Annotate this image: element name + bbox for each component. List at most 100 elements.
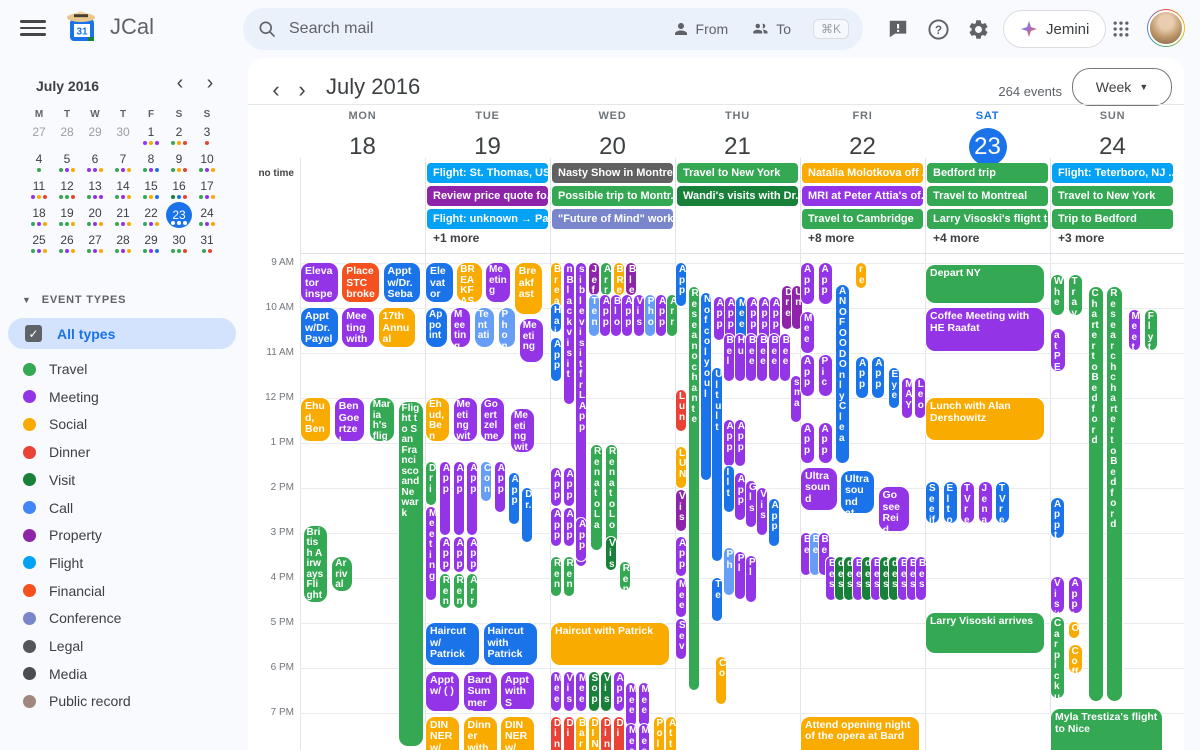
event[interactable]: Ten bbox=[588, 294, 599, 336]
event[interactable]: App bbox=[676, 263, 686, 306]
sidebar-item-conference[interactable]: Conference bbox=[0, 605, 248, 631]
event[interactable]: Dre bbox=[782, 285, 793, 329]
event[interactable]: Coffee Meeting with HE Raafat bbox=[926, 308, 1044, 351]
event[interactable]: Mee bbox=[551, 671, 561, 711]
day-header-tue[interactable]: TUE 19 bbox=[425, 110, 550, 166]
event[interactable]: MAY bbox=[902, 377, 913, 418]
event[interactable]: App bbox=[801, 355, 814, 396]
event[interactable]: Mee bbox=[626, 683, 636, 726]
minical-day[interactable]: 31 bbox=[193, 232, 221, 259]
event[interactable]: Haircut w/ Patrick bbox=[426, 623, 479, 666]
event[interactable]: Be bbox=[801, 533, 811, 576]
event[interactable]: App bbox=[723, 419, 734, 466]
event[interactable]: Arr bbox=[667, 294, 678, 336]
allday-event[interactable]: Travel to New York bbox=[677, 163, 798, 183]
allday-event[interactable]: Travel to Montreal bbox=[927, 186, 1048, 206]
event[interactable]: Arr bbox=[601, 263, 611, 295]
event[interactable]: Ren bbox=[551, 557, 561, 597]
sidebar-item-public-record[interactable]: Public record bbox=[0, 688, 248, 714]
minical-day[interactable]: 29 bbox=[137, 232, 165, 259]
event[interactable]: n Black visit bbox=[563, 263, 574, 404]
event[interactable]: Ult ult bbox=[712, 368, 723, 561]
event[interactable]: Appt bbox=[1051, 497, 1064, 538]
event[interactable]: Arr bbox=[467, 574, 478, 608]
allday-event[interactable]: Nasty Show in Montre... bbox=[552, 163, 673, 183]
day-header-wed[interactable]: WED 20 bbox=[550, 110, 675, 166]
show-more-link[interactable]: +1 more bbox=[433, 231, 480, 245]
event[interactable]: App bbox=[439, 536, 450, 573]
event[interactable]: Bes bbox=[916, 557, 926, 600]
event[interactable]: Sev bbox=[676, 619, 686, 659]
event[interactable]: App bbox=[563, 508, 574, 546]
event[interactable]: Haircut with Patrick bbox=[483, 623, 537, 666]
event[interactable]: Pol bbox=[653, 716, 664, 750]
event[interactable]: Larry Visoski arrives bbox=[926, 613, 1044, 654]
show-more-link[interactable]: +8 more bbox=[808, 231, 855, 245]
sidebar-item-social[interactable]: Social bbox=[0, 411, 248, 437]
minical-day[interactable]: 22 bbox=[137, 205, 165, 232]
minical-day[interactable]: 29 bbox=[88, 125, 102, 139]
event[interactable]: Ultrasound bbox=[801, 467, 837, 510]
minical-day[interactable]: 17 bbox=[193, 178, 221, 205]
jemini-assistant-button[interactable]: Jemini bbox=[1003, 10, 1107, 48]
event[interactable]: Appt w/ ( ) bbox=[426, 671, 459, 711]
event[interactable]: App bbox=[872, 356, 884, 398]
minical-day[interactable]: 6 bbox=[81, 151, 109, 178]
event[interactable]: App bbox=[508, 473, 519, 524]
event[interactable]: App bbox=[656, 294, 666, 336]
day-header-thu[interactable]: THU 21 bbox=[675, 110, 800, 166]
sidebar-item-travel[interactable]: Travel bbox=[0, 356, 248, 382]
minical-day[interactable]: 24 bbox=[193, 205, 221, 232]
allday-event[interactable]: Travel to New York bbox=[1052, 186, 1173, 206]
day-number[interactable]: 20 bbox=[599, 133, 626, 160]
event[interactable]: Myla Trestiza's flight to Nice bbox=[1051, 709, 1162, 750]
event[interactable]: Ehud, Ben bbox=[426, 398, 449, 441]
event[interactable]: Car pickup bbox=[1051, 617, 1064, 699]
event[interactable]: Bel bbox=[723, 334, 734, 381]
event[interactable]: Con bbox=[481, 461, 491, 501]
event[interactable]: Dri bbox=[426, 461, 436, 505]
event[interactable]: App bbox=[758, 296, 769, 340]
event[interactable]: Meet bbox=[1128, 309, 1141, 350]
profile-avatar[interactable] bbox=[1147, 9, 1185, 47]
event[interactable]: Be bbox=[818, 533, 829, 576]
minical-day[interactable]: 13 bbox=[81, 178, 109, 205]
event[interactable]: Dr. bbox=[522, 488, 533, 543]
event[interactable]: Attend opening night of the opera at Bar… bbox=[801, 716, 919, 750]
event[interactable]: Ren bbox=[453, 574, 464, 608]
event[interactable]: App bbox=[734, 473, 745, 520]
event[interactable]: Breakfast bbox=[514, 263, 542, 314]
hamburger-menu-icon[interactable] bbox=[20, 15, 46, 41]
event[interactable]: Appoint bbox=[426, 308, 447, 348]
event[interactable]: Meeting bbox=[486, 263, 511, 303]
event[interactable]: Eye bbox=[888, 368, 899, 408]
event[interactable]: Pl bbox=[746, 555, 756, 603]
event[interactable]: Ren bbox=[619, 562, 630, 591]
help-button[interactable]: ? bbox=[925, 16, 951, 42]
minical-prev-button[interactable]: ‹ bbox=[176, 72, 184, 94]
event[interactable]: Se e if sh bbox=[926, 482, 939, 523]
event[interactable]: Leo bbox=[914, 377, 925, 418]
event[interactable]: Charter to Bedford bbox=[1088, 287, 1103, 701]
day-header-fri[interactable]: FRI 22 bbox=[800, 110, 925, 166]
event[interactable]: Coffe bbox=[1068, 644, 1082, 673]
allday-event[interactable]: "Future of Mind" work... bbox=[552, 209, 673, 229]
minical-day[interactable]: 19 bbox=[53, 205, 81, 232]
show-more-link[interactable]: +3 more bbox=[1058, 231, 1105, 245]
event[interactable]: Te bbox=[712, 578, 723, 621]
event[interactable]: Din bbox=[601, 716, 611, 750]
sidebar-item-flight[interactable]: Flight bbox=[0, 550, 248, 576]
event[interactable]: Trav bbox=[1068, 275, 1082, 315]
minical-day[interactable]: 10 bbox=[193, 151, 221, 178]
event[interactable]: Renato La bbox=[591, 445, 602, 550]
day-number[interactable]: 24 bbox=[1099, 133, 1126, 160]
day-header-sun[interactable]: SUN 24 bbox=[1050, 110, 1175, 166]
minical-day[interactable]: 12 bbox=[53, 178, 81, 205]
minical-day[interactable]: 2 bbox=[165, 124, 193, 151]
filter-from-button[interactable]: From bbox=[672, 20, 728, 38]
event[interactable]: Vis bbox=[757, 488, 768, 535]
event[interactable]: Je na to bbox=[978, 482, 992, 523]
event[interactable]: Mee bbox=[626, 724, 636, 750]
event[interactable]: Jeff bbox=[588, 263, 599, 295]
prev-week-button[interactable]: ‹ bbox=[272, 77, 280, 102]
